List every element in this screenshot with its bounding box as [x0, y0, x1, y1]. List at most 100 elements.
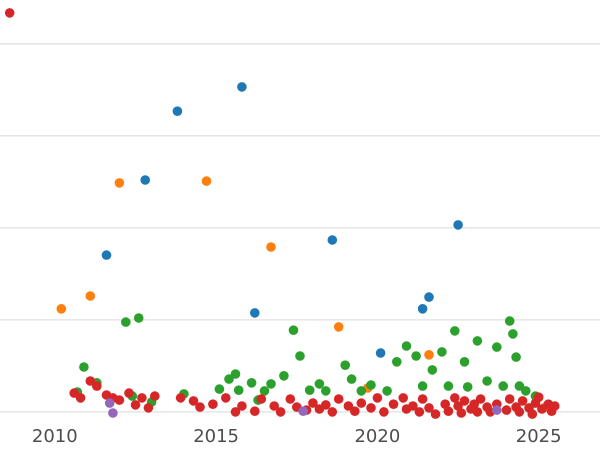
data-point-red: [275, 407, 286, 417]
data-point-red: [343, 401, 354, 411]
data-point-green: [411, 351, 421, 361]
data-point-green: [246, 378, 257, 388]
data-point-green: [472, 336, 483, 346]
data-point-red: [188, 396, 199, 406]
data-point-red: [517, 396, 528, 406]
data-point-purple: [104, 398, 115, 408]
data-point-green: [427, 365, 438, 375]
data-point-red: [456, 408, 467, 418]
data-point-red: [92, 381, 102, 391]
data-point-red: [350, 406, 360, 417]
data-point-red: [221, 393, 231, 403]
data-point-red: [527, 409, 538, 419]
data-point-red: [414, 407, 425, 417]
data-point-green: [482, 376, 492, 386]
data-point-red: [327, 407, 338, 417]
data-point-green: [498, 381, 509, 391]
data-point-green: [233, 385, 244, 396]
data-point-red: [388, 399, 399, 410]
data-point-red: [130, 400, 141, 410]
data-point-red: [398, 393, 409, 403]
data-point-green: [259, 386, 270, 396]
data-point-blue: [453, 220, 463, 230]
data-point-red: [75, 393, 86, 403]
data-point-orange: [201, 176, 212, 186]
data-point-red: [114, 395, 125, 405]
data-point-red: [443, 406, 454, 417]
data-point-red: [469, 399, 480, 410]
data-point-red: [195, 402, 205, 412]
data-point-red: [366, 403, 376, 413]
data-point-red: [4, 8, 15, 18]
data-point-green: [492, 342, 502, 352]
data-point-red: [533, 392, 544, 403]
data-point-red: [424, 403, 434, 413]
data-point-green: [230, 369, 241, 379]
data-point-blue: [101, 250, 112, 260]
data-point-orange: [85, 291, 96, 301]
data-point-green: [304, 385, 315, 396]
data-point-orange: [56, 304, 67, 314]
data-point-red: [472, 407, 483, 417]
data-point-red: [237, 401, 247, 411]
data-point-red: [550, 401, 560, 411]
data-point-green: [288, 325, 299, 336]
x-tick-label: 2010: [32, 426, 78, 447]
data-point-green: [417, 381, 428, 391]
data-point-green: [459, 357, 470, 367]
data-point-red: [459, 396, 470, 406]
data-point-red: [504, 394, 515, 404]
data-point-green: [346, 374, 357, 384]
data-point-purple: [298, 406, 309, 417]
data-point-green: [521, 386, 531, 396]
data-point-blue: [417, 304, 428, 314]
data-point-green: [504, 316, 515, 326]
data-point-red: [256, 394, 267, 404]
data-point-green: [356, 386, 367, 396]
data-point-red: [356, 398, 367, 408]
data-point-red: [150, 391, 160, 401]
data-point-blue: [250, 308, 260, 318]
data-point-orange: [424, 350, 434, 360]
data-point-red: [175, 393, 186, 403]
data-point-purple: [492, 405, 502, 415]
data-point-purple: [108, 408, 118, 418]
data-point-green: [133, 313, 144, 323]
x-tick-label: 2015: [193, 426, 239, 447]
data-point-red: [379, 407, 389, 417]
data-point-green: [214, 384, 225, 394]
data-point-red: [430, 409, 441, 419]
data-point-red: [250, 406, 260, 417]
data-point-green: [437, 347, 447, 357]
data-point-red: [143, 403, 154, 413]
data-point-red: [137, 393, 147, 403]
data-point-red: [450, 393, 460, 403]
data-point-red: [208, 399, 218, 410]
data-point-green: [224, 374, 234, 384]
data-point-red: [408, 401, 418, 411]
data-point-red: [285, 394, 296, 404]
data-point-green: [321, 386, 331, 396]
data-point-orange: [114, 178, 125, 188]
data-point-green: [392, 357, 402, 367]
data-point-red: [124, 388, 134, 398]
data-point-green: [462, 382, 473, 392]
data-point-blue: [424, 292, 434, 302]
data-point-green: [508, 329, 518, 339]
data-point-orange: [333, 322, 344, 332]
data-point-red: [308, 398, 318, 408]
data-point-green: [511, 352, 521, 362]
data-point-green: [295, 351, 305, 361]
data-point-red: [269, 401, 280, 411]
data-point-red: [85, 376, 96, 386]
data-point-green: [121, 317, 131, 327]
data-point-red: [417, 394, 428, 404]
data-point-green: [366, 380, 376, 390]
data-point-green: [450, 326, 460, 336]
data-point-red: [475, 394, 486, 404]
data-point-red: [230, 407, 241, 417]
data-point-green: [314, 379, 325, 389]
data-point-green: [382, 386, 392, 396]
x-tick-label: 2020: [354, 426, 400, 447]
